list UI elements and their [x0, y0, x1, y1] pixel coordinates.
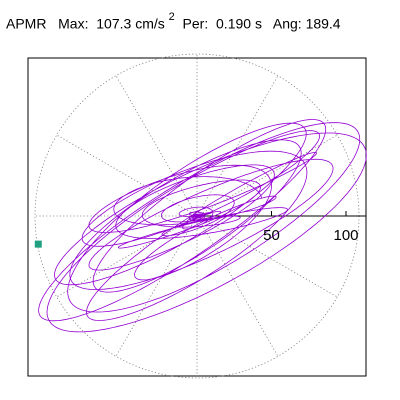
- acceleration-orbit: [38, 119, 367, 333]
- orbit-trace: [38, 119, 367, 333]
- period-label: Per:: [182, 15, 209, 32]
- period-value: 0.190 s: [216, 15, 262, 32]
- angle-value: 189.4: [305, 15, 341, 32]
- max-unit: cm/s: [135, 15, 165, 32]
- max-value: 107.3: [96, 15, 132, 32]
- max-marker: [34, 240, 42, 248]
- radial-tick-label: 100: [333, 227, 358, 244]
- grid-spoke: [115, 75, 198, 217]
- chart-title: APMR Max: 107.3 cm/s 2 Per: 0.190 s Ang:…: [6, 11, 341, 32]
- radial-ticks: 50 100: [263, 211, 359, 244]
- max-unit-exponent: 2: [168, 11, 175, 23]
- grid-spoke: [115, 215, 198, 357]
- max-marker-group: [34, 240, 42, 248]
- max-label: Max:: [58, 15, 89, 32]
- station-name: APMR: [6, 15, 47, 32]
- angle-label: Ang:: [272, 15, 302, 32]
- radial-tick-label: 50: [263, 227, 280, 244]
